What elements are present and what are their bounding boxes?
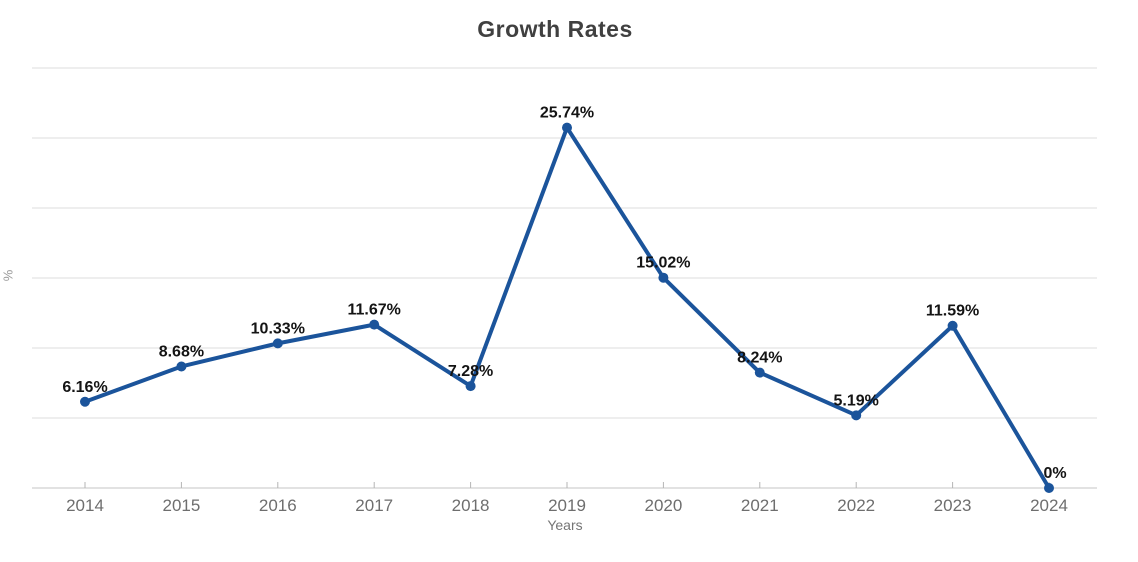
x-tick-label: 2014	[66, 496, 104, 515]
y-axis-label: %	[0, 269, 16, 282]
x-tick-label: 2017	[355, 496, 393, 515]
data-point-2018	[465, 381, 476, 392]
x-tick-label: 2024	[1030, 496, 1068, 515]
data-point-2023	[947, 320, 958, 331]
data-point-label: 11.59%	[926, 303, 979, 320]
x-tick-label: 2016	[259, 496, 297, 515]
x-tick-label: 2015	[162, 496, 200, 515]
x-axis-label: Years	[547, 517, 583, 533]
data-point-label: 15.02%	[636, 255, 690, 272]
data-point-label: 5.19%	[834, 392, 879, 409]
data-point-label: 11.67%	[348, 302, 401, 319]
data-point-2021	[754, 367, 765, 378]
x-tick-label: 2019	[548, 496, 586, 515]
data-point-2019	[562, 122, 572, 133]
data-point-2017	[369, 319, 380, 330]
chart-title: Growth Rates	[477, 16, 633, 42]
x-tick-label: 2023	[934, 496, 972, 515]
data-point-label: 0%	[1043, 465, 1066, 482]
data-point-2014	[80, 396, 90, 407]
x-tick-label: 2021	[741, 496, 779, 515]
data-point-label: 7.28%	[448, 363, 493, 380]
data-point-2020	[658, 272, 669, 283]
data-point-label: 6.16%	[62, 379, 107, 396]
x-tick-label: 2022	[837, 496, 875, 515]
data-point-2024	[1044, 483, 1054, 493]
data-point-label: 25.74%	[540, 105, 594, 122]
data-point-label: 8.24%	[737, 350, 782, 367]
data-point-2022	[851, 410, 862, 421]
x-tick-label: 2018	[452, 496, 490, 515]
x-tick-label: 2020	[644, 496, 682, 515]
data-point-2016	[272, 338, 283, 349]
data-point-2015	[176, 361, 187, 372]
series-line	[83, 125, 1051, 490]
data-point-label: 8.68%	[159, 343, 204, 360]
data-point-label: 10.33%	[251, 320, 305, 337]
